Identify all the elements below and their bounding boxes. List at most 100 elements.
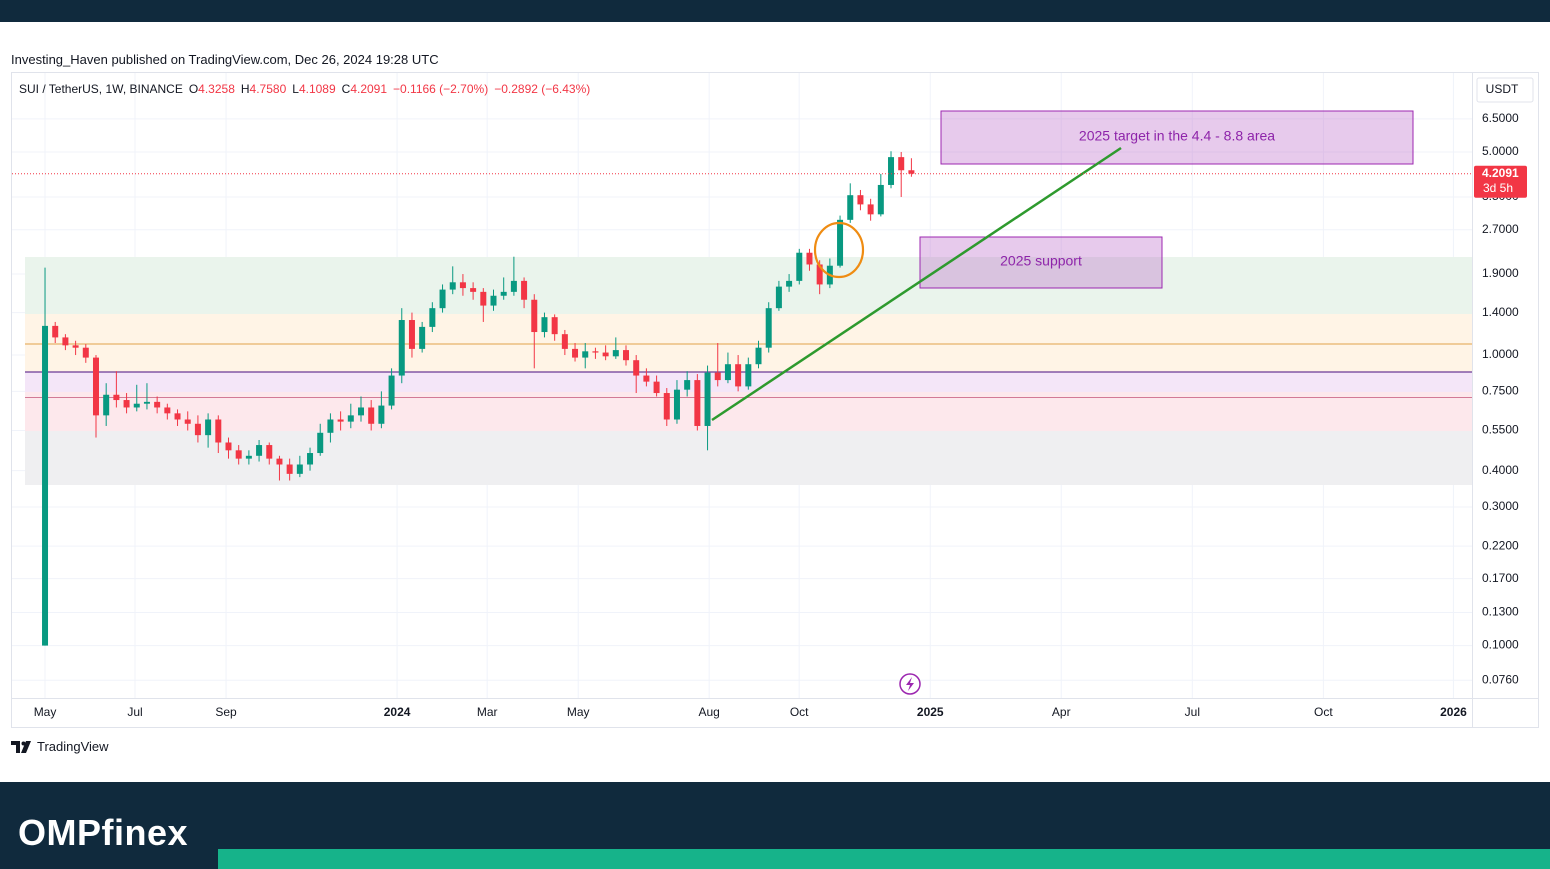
- currency[interactable]: USDT: [1486, 82, 1519, 96]
- y-tick-label: 5.0000: [1482, 144, 1519, 158]
- candle-body: [551, 317, 558, 335]
- candle-body: [398, 320, 405, 376]
- y-tick-label: 1.4000: [1482, 305, 1519, 319]
- candle-body: [602, 352, 609, 357]
- candle-body: [592, 351, 599, 353]
- annotation: 2025 target in the 4.4 - 8.8 area: [1079, 128, 1275, 144]
- candle-body: [347, 415, 354, 422]
- y-tick-label: 1.0000: [1482, 347, 1519, 361]
- candle-body: [704, 372, 711, 426]
- candle-body: [623, 350, 630, 361]
- candle-body: [337, 419, 344, 422]
- y-tick-label: 0.1300: [1482, 605, 1519, 619]
- candle-body: [429, 308, 436, 327]
- candle-body: [133, 403, 140, 408]
- candle-body: [123, 400, 130, 408]
- candle-body: [72, 345, 79, 348]
- y-tick-label: 1.9000: [1482, 266, 1519, 280]
- target-box: [940, 110, 1414, 165]
- chart: 2025 target in the 4.4 - 8.8 area 2025 s…: [11, 72, 1539, 728]
- brand-strip: [218, 849, 1550, 869]
- candle-body: [572, 348, 579, 358]
- candle-body: [419, 326, 426, 349]
- candle-body: [286, 464, 293, 474]
- events-icon[interactable]: [899, 673, 921, 695]
- ohlc-value: 4.1089: [298, 82, 336, 96]
- candle-body: [378, 405, 385, 424]
- y-tick-label: 0.4000: [1482, 463, 1519, 477]
- candle-body: [765, 308, 772, 348]
- x-tick-label: 2024: [384, 705, 411, 719]
- x-tick-label: Jul: [1185, 705, 1200, 719]
- candle-body: [673, 389, 680, 420]
- x-tick-label: May: [34, 705, 57, 719]
- candle-body: [164, 407, 171, 414]
- last-price-label: 4.2091: [1482, 166, 1519, 180]
- candle-body: [368, 407, 375, 424]
- candle-body: [531, 299, 538, 333]
- candle-body: [847, 195, 854, 220]
- x-tick-label: Aug: [698, 705, 719, 719]
- candle-body: [653, 381, 660, 394]
- x-tick-label: Sep: [215, 705, 237, 719]
- candle-body: [449, 282, 456, 290]
- candle-body: [867, 204, 874, 215]
- candle-body: [154, 401, 161, 408]
- candle-body: [256, 445, 263, 456]
- candle-body: [837, 219, 844, 266]
- x-tick-label: Apr: [1052, 705, 1071, 719]
- candle-body: [245, 455, 252, 459]
- ohlc-label: O: [188, 82, 199, 96]
- x-tick-label: 2025: [917, 705, 944, 719]
- x-tick-label: 2026: [1440, 705, 1467, 719]
- candle-body: [215, 419, 222, 443]
- change: −0.1166 (−2.70%): [393, 82, 489, 96]
- candle-body: [775, 286, 782, 309]
- candle-body: [113, 394, 120, 401]
- highlight-ellipse: [813, 221, 865, 279]
- candle-body: [806, 252, 813, 265]
- candle-body: [500, 291, 507, 296]
- y-tick-label: 0.5500: [1482, 423, 1519, 437]
- x-tick-label: Oct: [790, 705, 809, 719]
- candle-body: [296, 464, 303, 474]
- candle-body: [643, 375, 650, 382]
- candles: [42, 151, 915, 646]
- candle-body: [541, 317, 548, 333]
- ohlc-value: 4.7580: [249, 82, 287, 96]
- zone-green: [25, 257, 1472, 314]
- candle-body: [42, 325, 49, 646]
- candle-body: [307, 453, 314, 465]
- y-tick-label: 0.2200: [1482, 538, 1519, 552]
- y-tick-label: 0.7500: [1482, 384, 1519, 398]
- candle-body: [796, 252, 803, 281]
- candle-body: [490, 295, 497, 306]
- candle-body: [857, 195, 864, 205]
- candle-body: [439, 289, 446, 309]
- candle-body: [194, 423, 201, 436]
- candle-body: [714, 372, 721, 381]
- brand: OMPfinex: [18, 812, 189, 853]
- ohlc-label: C: [341, 82, 351, 96]
- candle-body: [521, 280, 528, 300]
- event-bolt: [906, 677, 914, 691]
- candle-body: [92, 357, 99, 416]
- candle-body: [235, 450, 242, 459]
- tv-logo: [11, 740, 31, 753]
- candle-body: [480, 291, 487, 306]
- x-tick-label: Oct: [1314, 705, 1333, 719]
- candle-body: [357, 407, 364, 416]
- y-tick-label: 0.0760: [1482, 672, 1519, 686]
- candle-body: [684, 380, 691, 390]
- candle-body: [633, 360, 640, 376]
- ohlc-label: L: [292, 82, 299, 96]
- ohlc-label: H: [240, 82, 250, 96]
- currency-button[interactable]: [1476, 77, 1534, 103]
- candle-body: [694, 380, 701, 426]
- candle-body: [470, 288, 477, 292]
- y-tick-label: 0.1700: [1482, 571, 1519, 585]
- published-note: Investing_Haven published on TradingView…: [11, 52, 439, 67]
- candle-body: [510, 280, 517, 292]
- candle-body: [82, 347, 89, 358]
